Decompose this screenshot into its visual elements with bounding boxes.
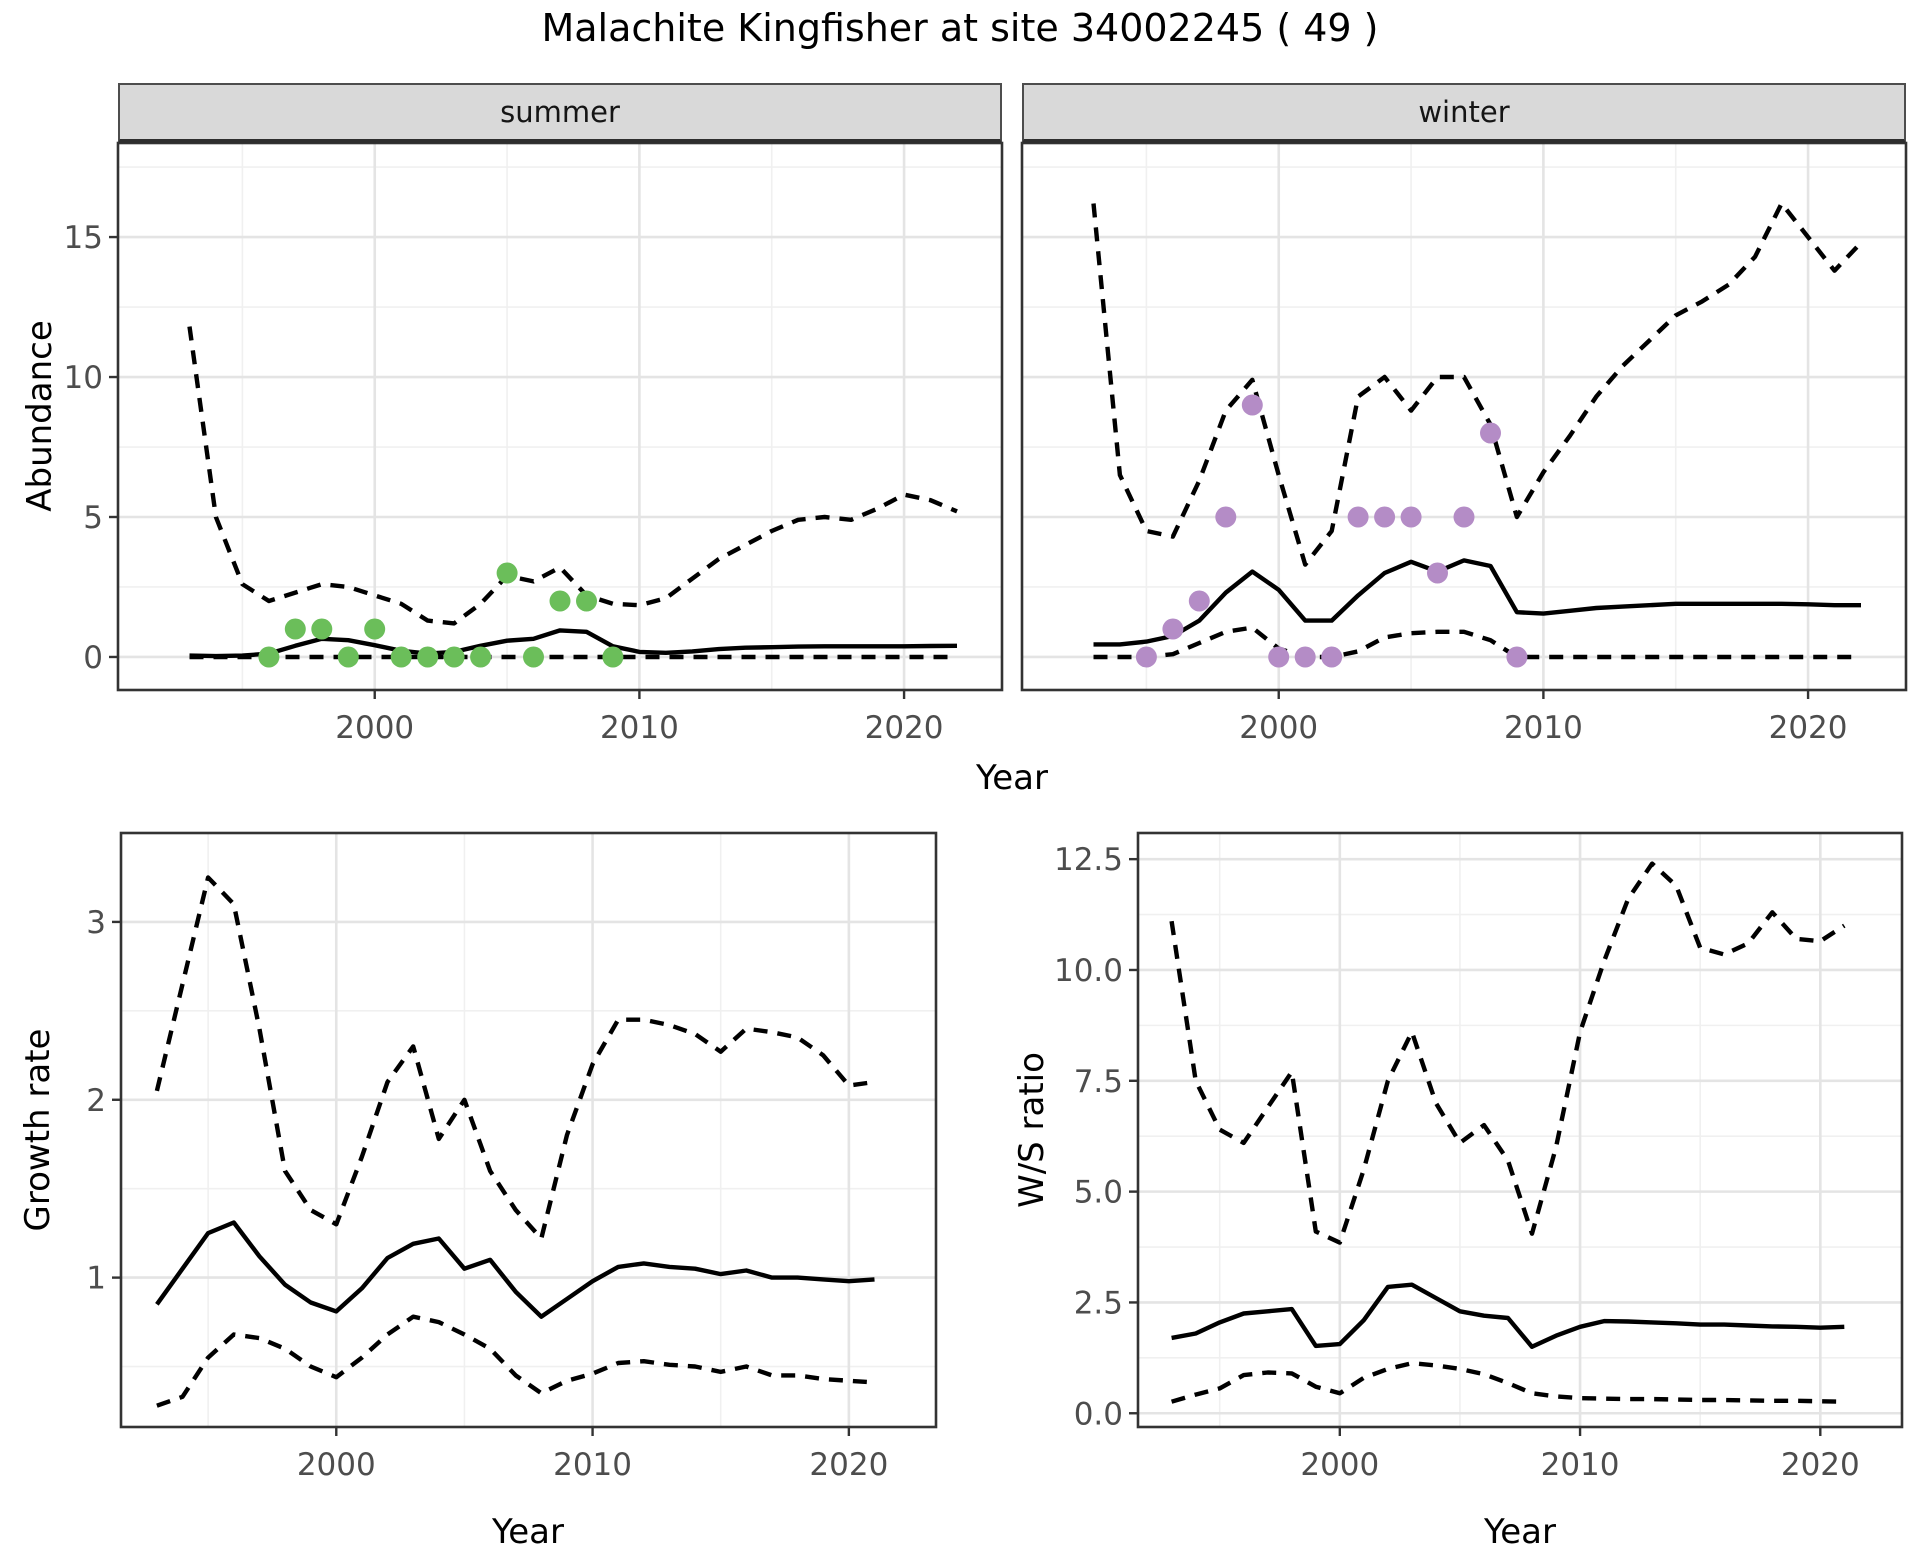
y-tick-label: 10 xyxy=(64,360,103,396)
y-axis-title-growth-rate: Growth rate xyxy=(18,1028,58,1232)
x-tick-label: 2020 xyxy=(865,710,944,746)
abundance-summer-observed-abundance-point xyxy=(602,646,624,668)
abundance-summer-observed-abundance-point xyxy=(364,618,386,640)
abundance-winter-observed-abundance-point xyxy=(1215,506,1237,528)
panel-border xyxy=(116,141,1004,692)
abundance-winter-observed-abundance-point xyxy=(1480,422,1501,444)
x-axis-title-growth-rate: Year xyxy=(492,1512,564,1552)
abundance-winter-observed-abundance-point xyxy=(1506,646,1528,668)
growth-rate-median-line xyxy=(155,1220,875,1319)
x-tick-label: 2020 xyxy=(1769,710,1848,746)
abundance-summer-observed-abundance-point xyxy=(470,646,492,668)
y-tick-label: 0 xyxy=(83,640,103,676)
x-tick-label: 2000 xyxy=(335,710,414,746)
growth-rate-upper-95ci-line xyxy=(154,875,875,1241)
y-tick-label: 2.5 xyxy=(1074,1285,1123,1321)
x-tick-label: 2010 xyxy=(600,710,679,746)
y-tick-label: 12.5 xyxy=(1054,842,1123,878)
x-axis-title-abundance: Year xyxy=(976,758,1048,798)
ws-ratio-median-line xyxy=(1171,1282,1845,1349)
abundance-winter-observed-abundance-point xyxy=(1374,506,1396,528)
abundance-summer-observed-abundance-point xyxy=(496,562,518,584)
ws-ratio-upper-95ci-line xyxy=(1169,861,1846,1245)
abundance-winter-observed-abundance-point xyxy=(1188,590,1210,612)
facet-strip-winter: winter xyxy=(1022,83,1906,143)
abundance-winter-observed-abundance-point xyxy=(1400,506,1422,528)
x-axis-title-ws-ratio: Year xyxy=(1484,1512,1556,1552)
abundance-summer-median-line xyxy=(189,628,958,659)
abundance-winter-observed-abundance-point xyxy=(1135,646,1157,668)
y-axis-title-ws-ratio: W/S ratio xyxy=(1012,1052,1052,1208)
x-tick-label: 2000 xyxy=(297,1447,376,1483)
abundance-winter-lower-95ci-line xyxy=(1093,625,1861,660)
x-tick-label: 2010 xyxy=(1541,1447,1620,1483)
y-tick-label: 0.0 xyxy=(1074,1396,1123,1432)
panel-abundance-summer: 2000 2010 2020 0 5 10 15 xyxy=(64,141,1004,746)
x-tick-label: 2010 xyxy=(553,1447,632,1483)
abundance-summer-observed-abundance-point xyxy=(390,646,412,668)
panel-border xyxy=(119,831,938,1429)
y-tick-label: 1 xyxy=(86,1261,106,1297)
abundance-summer-observed-abundance-point xyxy=(417,646,439,668)
abundance-winter-observed-abundance-point xyxy=(1162,618,1184,640)
y-tick-label: 15 xyxy=(64,220,103,256)
y-tick-label: 7.5 xyxy=(1074,1064,1123,1100)
abundance-summer-upper-95ci-line xyxy=(187,326,958,626)
y-axis-title-abundance: Abundance xyxy=(20,320,60,512)
abundance-winter-median-line xyxy=(1093,558,1861,647)
abundance-winter-observed-abundance-point xyxy=(1321,646,1343,668)
growth-rate-lower-95ci-line xyxy=(156,1314,875,1408)
y-tick-label: 5 xyxy=(83,500,103,536)
y-tick-label: 2 xyxy=(86,1083,106,1119)
panel-border xyxy=(1136,831,1904,1429)
x-tick-label: 2000 xyxy=(1239,710,1318,746)
facet-strip-summer-label: summer xyxy=(500,95,620,129)
y-tick-label: 5.0 xyxy=(1074,1175,1123,1211)
x-tick-label: 2020 xyxy=(1781,1447,1860,1483)
abundance-summer-observed-abundance-point xyxy=(258,646,280,668)
abundance-winter-observed-abundance-point xyxy=(1268,646,1290,668)
abundance-winter-observed-abundance-point xyxy=(1347,506,1369,528)
facet-strip-summer: summer xyxy=(118,83,1002,143)
abundance-summer-observed-abundance-point xyxy=(443,646,465,668)
abundance-summer-observed-abundance-point xyxy=(284,618,306,640)
abundance-summer-observed-abundance-point xyxy=(523,646,544,668)
ws-ratio-lower-95ci-line xyxy=(1170,1361,1845,1404)
abundance-winter-observed-abundance-point xyxy=(1427,562,1448,584)
abundance-summer-observed-abundance-point xyxy=(549,590,571,612)
panel-border xyxy=(1020,141,1908,692)
x-tick-label: 2000 xyxy=(1300,1447,1379,1483)
abundance-summer-observed-abundance-point xyxy=(311,618,333,640)
y-tick-label: 10.0 xyxy=(1054,953,1123,989)
y-tick-label: 3 xyxy=(86,905,106,941)
chart-title: Malachite Kingfisher at site 34002245 ( … xyxy=(541,6,1379,50)
abundance-summer-observed-abundance-point xyxy=(576,590,597,612)
panel-abundance-winter: 2000 2010 2020 xyxy=(1020,141,1908,746)
abundance-winter-upper-95ci-line xyxy=(1091,201,1863,567)
facet-strip-winter-label: winter xyxy=(1418,95,1510,129)
panel-ws-ratio: 2000 2010 2020 0.0 2.5 5.0 7.5 10.0 12.5 xyxy=(1054,831,1904,1483)
abundance-winter-observed-abundance-point xyxy=(1453,506,1475,528)
x-tick-label: 2020 xyxy=(809,1447,888,1483)
abundance-winter-observed-abundance-point xyxy=(1241,394,1263,416)
abundance-winter-observed-abundance-point xyxy=(1294,646,1316,668)
panel-growth-rate: 2000 2010 2020 1 2 3 xyxy=(86,831,938,1483)
abundance-summer-observed-abundance-point xyxy=(337,646,359,668)
x-tick-label: 2010 xyxy=(1504,710,1583,746)
